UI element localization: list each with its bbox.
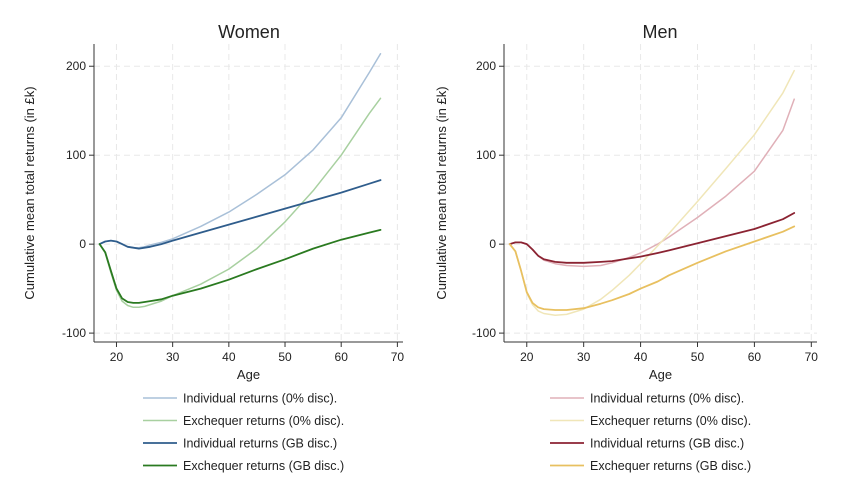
x-tick-label: 50 [691, 350, 705, 364]
legend-label: Exchequer returns (GB disc.) [183, 459, 344, 473]
chart-title: Women [218, 22, 280, 42]
x-tick-label: 40 [634, 350, 648, 364]
x-tick-label: 70 [391, 350, 405, 364]
y-tick-label: -100 [62, 326, 86, 340]
x-tick-label: 30 [577, 350, 591, 364]
x-axis-label: Age [237, 367, 260, 382]
y-axis-label: Cumulative mean total returns (in £k) [434, 86, 449, 299]
series-line [98, 179, 382, 250]
x-tick-label: 40 [222, 350, 236, 364]
legend-label: Individual returns (0% disc). [590, 392, 744, 406]
y-tick-label: 200 [66, 59, 86, 73]
legend-label: Exchequer returns (0% disc). [183, 414, 344, 428]
y-tick-label: 0 [79, 237, 86, 251]
series-line [508, 212, 796, 264]
x-tick-label: 20 [520, 350, 534, 364]
x-tick-label: 60 [748, 350, 762, 364]
y-tick-label: -100 [472, 326, 496, 340]
x-tick-label: 60 [335, 350, 349, 364]
men-panel: Men 20 30 40 50 60 70 -100 0 100 200 Age Cumulative … [434, 22, 818, 473]
y-tick-label: 100 [66, 148, 86, 162]
x-axis-label: Age [649, 367, 672, 382]
x-tick-label: 70 [805, 350, 819, 364]
series-line [508, 98, 795, 268]
series-line [98, 53, 382, 249]
x-tick-label: 50 [278, 350, 292, 364]
legend-label: Individual returns (GB disc.) [183, 437, 337, 451]
y-tick-label: 0 [489, 237, 496, 251]
legend-label: Exchequer returns (0% disc). [590, 414, 751, 428]
series-line [508, 225, 796, 311]
series-line [508, 69, 795, 317]
series-line [98, 229, 382, 304]
chart-title: Men [642, 22, 677, 42]
legend-label: Individual returns (0% disc). [183, 392, 337, 406]
series-line [98, 97, 382, 309]
legend-label: Individual returns (GB disc.) [590, 437, 744, 451]
y-axis-label: Cumulative mean total returns (in £k) [22, 86, 37, 299]
y-tick-label: 200 [476, 59, 496, 73]
x-tick-label: 30 [166, 350, 180, 364]
legend-label: Exchequer returns (GB disc.) [590, 459, 751, 473]
x-tick-label: 20 [110, 350, 124, 364]
y-tick-label: 100 [476, 148, 496, 162]
women-panel: Women 20 30 40 50 60 70 -100 0 100 200 Age Cumulativ… [22, 22, 404, 473]
